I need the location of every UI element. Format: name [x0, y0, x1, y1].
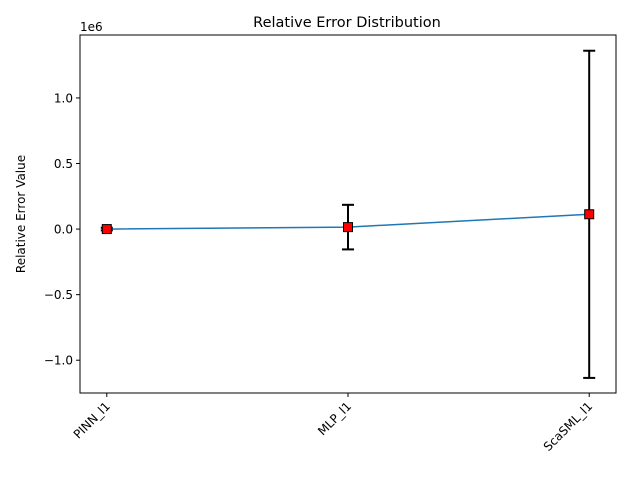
y-tick-label: −0.5	[44, 288, 73, 302]
chart-title: Relative Error Distribution	[253, 15, 441, 31]
y-tick-label: 1.0	[54, 91, 73, 105]
data-point-marker	[343, 222, 353, 233]
axes-frame	[79, 34, 617, 394]
y-tick-label: −1.0	[44, 354, 73, 368]
y-tick-label: 0.5	[54, 157, 73, 171]
y-axis-label: Relative Error Value	[14, 155, 28, 273]
y-offset-label: 1e6	[80, 20, 103, 34]
y-tick-label: 0.0	[54, 223, 73, 237]
data-point-marker	[584, 209, 595, 220]
data-point-marker	[101, 224, 112, 235]
